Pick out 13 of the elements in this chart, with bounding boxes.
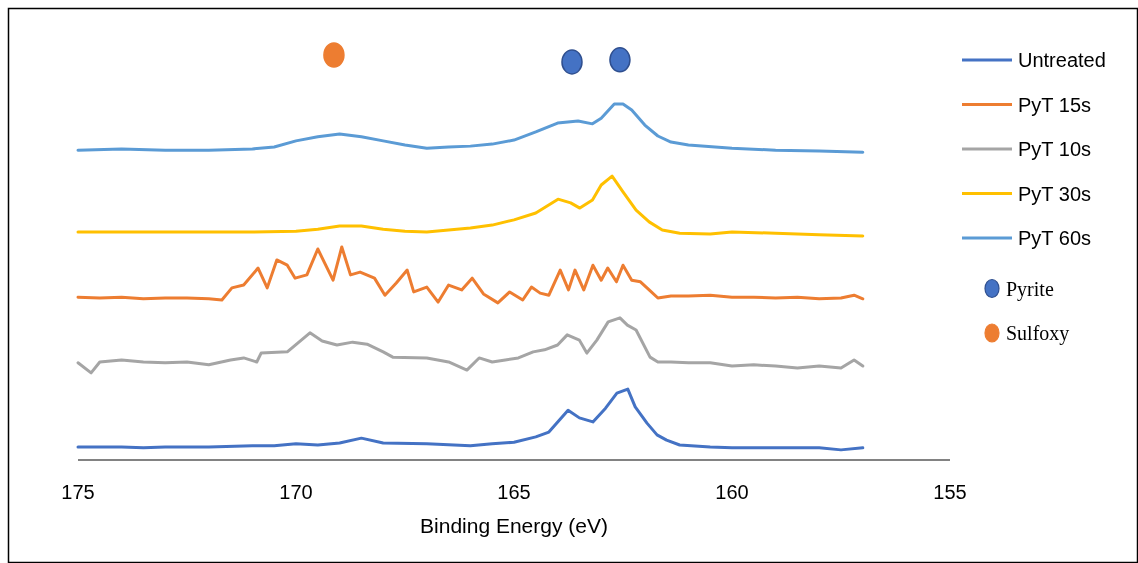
x-tick-label: 175 — [61, 481, 95, 503]
x-tick-label: 155 — [933, 481, 967, 503]
x-axis-title: Binding Energy (eV) — [420, 514, 608, 537]
legend-label: PyT 15s — [1018, 93, 1091, 116]
legend-label: PyT 30s — [1018, 182, 1091, 205]
legend-label: Sulfoxy — [1006, 322, 1070, 345]
legend-label: PyT 60s — [1018, 227, 1091, 249]
x-tick-label: 165 — [497, 481, 531, 503]
x-tick-label: 170 — [279, 481, 313, 503]
legend-label: PyT 10s — [1018, 138, 1091, 160]
x-tick-label: 160 — [715, 481, 749, 503]
legend-label: Pyrite — [1006, 277, 1054, 301]
legend-label: Untreated — [1018, 49, 1106, 71]
